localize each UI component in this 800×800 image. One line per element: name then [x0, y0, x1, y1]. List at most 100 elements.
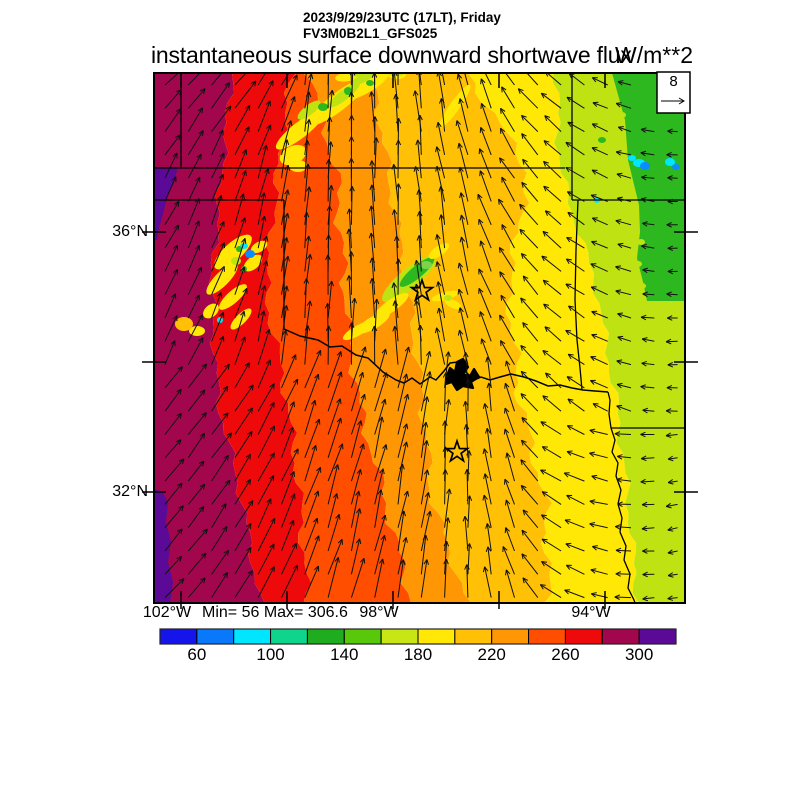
wind-arrowhead	[540, 514, 545, 520]
colorbar-segment	[417, 628, 456, 645]
wind-arrow	[187, 73, 201, 86]
wind-arrowhead	[424, 492, 429, 498]
wind-arrowhead	[287, 213, 290, 219]
wind-arrowhead	[348, 228, 352, 234]
wind-arrowhead	[617, 455, 623, 460]
wind-arrow	[520, 253, 539, 272]
wind-arrow	[257, 566, 275, 598]
wind-arrow	[436, 166, 446, 202]
wind-arrowhead	[616, 382, 623, 385]
wind-arrowhead	[478, 288, 484, 293]
wind-arrow	[304, 490, 319, 528]
wind-reference-value: 8	[669, 73, 678, 90]
wind-arrow	[460, 236, 469, 272]
wind-arrowhead	[483, 494, 488, 500]
wind-arrowhead	[371, 257, 376, 263]
wind-arrow	[543, 185, 562, 202]
wind-arrowhead	[460, 192, 465, 198]
wind-arrowhead	[180, 482, 183, 489]
cloud-speck	[665, 158, 675, 166]
wind-arrowhead	[566, 96, 571, 103]
wind-arrowhead	[435, 234, 438, 240]
wind-arrowhead	[416, 73, 419, 76]
wind-arrowhead	[329, 116, 333, 123]
wind-arrow	[541, 538, 562, 552]
wind-arrowhead	[399, 463, 403, 470]
wind-arrowhead	[368, 205, 372, 212]
wind-arrowhead	[174, 200, 180, 205]
wind-arrow	[541, 255, 562, 272]
wind-arrow	[370, 205, 376, 249]
wind-arrowhead	[202, 130, 204, 137]
wind-arrowhead	[351, 115, 355, 121]
wind-arrowhead	[505, 360, 511, 366]
wind-arrowhead	[245, 170, 247, 177]
wind-arrow	[371, 184, 376, 225]
wind-arrowhead	[469, 495, 473, 502]
wind-arrow	[541, 491, 562, 505]
wind-arrow	[371, 278, 376, 319]
wind-arrow	[397, 490, 409, 528]
wind-arrow	[211, 73, 223, 86]
wind-arrow	[418, 189, 422, 225]
wind-arrowhead	[250, 431, 253, 437]
cloud-speck	[245, 250, 255, 258]
cloud-speck	[289, 160, 307, 172]
wind-arrow	[591, 475, 608, 482]
wind-arrowhead	[566, 237, 571, 243]
wind-arrowhead	[289, 519, 294, 525]
wind-arrowhead	[362, 372, 365, 378]
wind-reference-arrowhead	[678, 97, 685, 105]
wind-arrow	[164, 176, 177, 202]
wind-arrowhead	[178, 458, 185, 462]
wind-arrowhead	[437, 121, 442, 128]
wind-arrow	[505, 499, 515, 528]
wind-arrowhead	[456, 120, 461, 125]
wind-arrowhead	[640, 314, 647, 318]
wind-arrowhead	[377, 489, 382, 495]
wind-arrowhead	[544, 326, 551, 329]
wind-arrow	[590, 380, 608, 389]
wind-arrowhead	[459, 166, 464, 172]
wind-arrowhead	[465, 424, 470, 430]
wind-arrowhead	[522, 322, 528, 326]
wind-reference-box	[656, 71, 691, 114]
wind-arrowhead	[462, 516, 466, 522]
wind-arrow	[327, 443, 344, 482]
wind-arrowhead	[426, 371, 431, 377]
wind-arrowhead	[305, 119, 310, 125]
wind-arrowhead	[308, 235, 312, 242]
wind-arrow	[257, 215, 266, 249]
wind-arrowhead	[371, 160, 375, 166]
wind-arrow	[486, 428, 492, 458]
wind-arrow	[418, 73, 422, 109]
minmax-stats: Min= 56 Max= 306.6	[202, 604, 348, 621]
wind-arrow	[374, 444, 387, 482]
wind-arrow	[281, 354, 297, 389]
wind-arrowhead	[504, 428, 510, 434]
wind-arrow	[374, 468, 384, 505]
wind-arrow	[589, 452, 608, 459]
wind-arrowhead	[482, 448, 485, 455]
wind-arrow	[211, 292, 222, 319]
wind-arrowhead	[179, 556, 183, 562]
wind-arrowhead	[287, 189, 290, 196]
wind-arrow	[591, 334, 608, 342]
wind-arrowhead	[219, 311, 224, 317]
lon-axis-label: 94°W	[571, 604, 611, 621]
wind-arrowhead	[251, 500, 254, 507]
wind-arrowhead	[544, 115, 548, 121]
wind-arrowhead	[423, 440, 428, 446]
wind-arrow	[505, 360, 515, 389]
wind-arrow	[616, 478, 632, 482]
wind-arrowhead	[364, 346, 367, 353]
wind-arrowhead	[499, 271, 502, 278]
wind-arrowhead	[336, 417, 342, 423]
wind-arrow	[519, 203, 539, 226]
colorbar-segment	[196, 628, 235, 645]
wind-arrow	[464, 401, 469, 435]
wind-arrowhead	[176, 388, 182, 393]
wind-arrow	[567, 398, 585, 412]
wind-arrow	[397, 423, 408, 458]
wind-arrowhead	[435, 166, 438, 172]
